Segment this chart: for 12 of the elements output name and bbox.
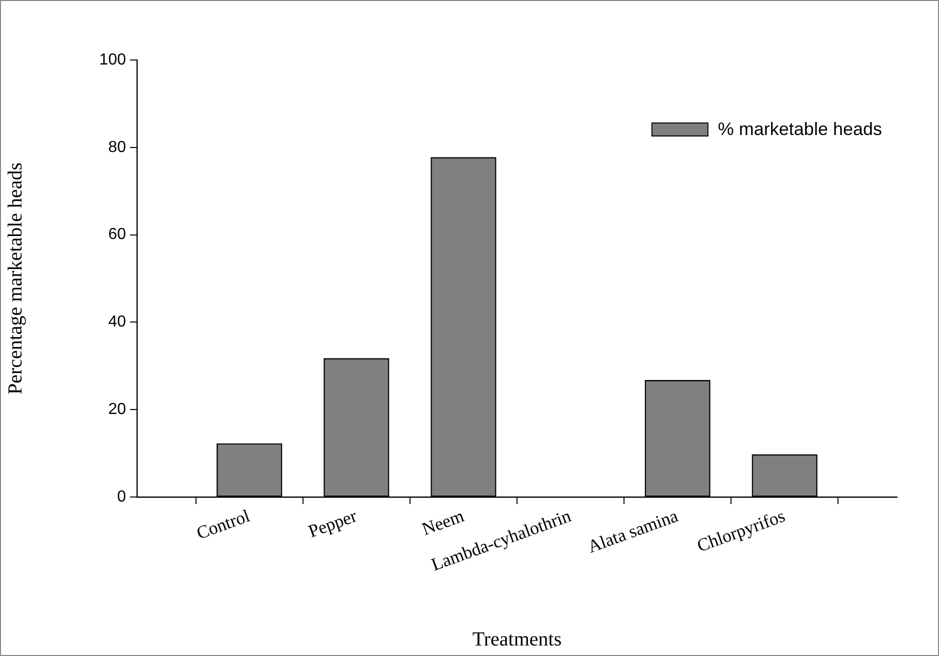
x-tick-label: Control	[194, 506, 252, 544]
y-tick-label: 80	[108, 138, 126, 156]
x-axis-title: Treatments	[472, 628, 562, 650]
y-tick-label: 60	[108, 226, 126, 244]
y-tick-label: 0	[117, 488, 126, 506]
x-tick-label: Alata samina	[585, 506, 681, 557]
legend-label: % marketable heads	[718, 118, 882, 139]
y-tick-label: 40	[108, 314, 126, 331]
y-tick-label: 100	[99, 51, 126, 68]
y-tick-label: 20	[108, 401, 126, 418]
x-tick-label: Pepper	[306, 506, 360, 542]
y-axis-title: Percentage marketable heads	[4, 162, 26, 395]
